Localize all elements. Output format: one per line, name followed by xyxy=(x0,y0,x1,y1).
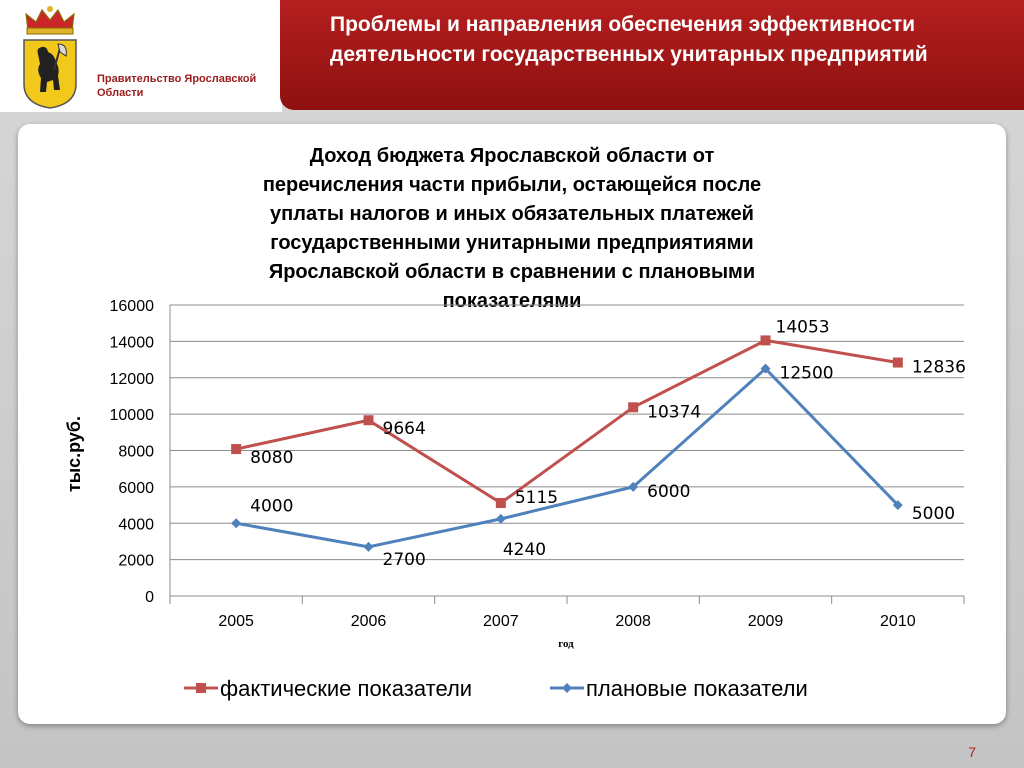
data-point-marker xyxy=(760,335,771,346)
y-tick-label: 16000 xyxy=(110,298,155,315)
data-point-marker xyxy=(363,415,374,426)
data-label: 4240 xyxy=(503,540,546,560)
x-tick-label: 2007 xyxy=(483,613,519,630)
y-tick-label: 8000 xyxy=(118,444,154,461)
x-tick-label: 2005 xyxy=(218,613,254,630)
chart-series xyxy=(231,335,903,552)
data-label: 12500 xyxy=(780,364,834,384)
data-point-marker xyxy=(628,481,639,492)
chart-legend: фактические показатели плановые показател… xyxy=(184,676,808,701)
data-point-marker xyxy=(363,541,374,552)
y-tick-label: 0 xyxy=(145,589,154,606)
data-label: 8080 xyxy=(250,448,293,468)
data-point-marker xyxy=(495,497,506,508)
header-left-panel: Правительство Ярославской Области xyxy=(0,0,282,112)
y-tick-label: 4000 xyxy=(118,516,154,533)
coat-of-arms-logo xyxy=(14,4,86,110)
data-label: 4000 xyxy=(250,496,293,516)
data-label: 9664 xyxy=(383,419,426,439)
chart-axes: 0 2000 4000 6000 8000 10000 12000 14000 16000 200… xyxy=(110,298,965,630)
data-point-marker xyxy=(892,500,903,511)
org-name: Правительство Ярославской Области xyxy=(97,73,257,99)
y-tick-label: 12000 xyxy=(110,371,155,388)
legend-entry-label: фактические показатели xyxy=(220,676,472,701)
x-tick-label: 2009 xyxy=(748,613,784,630)
series-line xyxy=(235,338,899,505)
y-tick-label: 2000 xyxy=(118,553,154,570)
x-tick-label: 2010 xyxy=(880,613,916,630)
data-point-marker xyxy=(495,513,506,524)
data-label: 6000 xyxy=(647,482,690,502)
chart-card: Доход бюджета Ярославской области от пере… xyxy=(18,124,1006,724)
x-tick-label: 2008 xyxy=(615,613,651,630)
data-label: 10374 xyxy=(647,402,701,422)
slide-title: Проблемы и направления обеспечения эффек… xyxy=(330,13,928,66)
data-point-marker xyxy=(231,444,242,455)
data-point-marker xyxy=(628,402,639,413)
data-point-marker xyxy=(892,357,903,368)
series-line xyxy=(235,367,899,549)
page-number: 7 xyxy=(968,744,976,760)
chart-data-labels: 8080 9664 5115 10374 14053 12836 4000 2700 4240 6… xyxy=(250,317,966,569)
y-tick-label: 10000 xyxy=(110,407,155,424)
line-chart: Доход бюджета Ярославской области от пере… xyxy=(64,145,966,701)
data-point-marker xyxy=(231,518,242,529)
x-tick-label: 2006 xyxy=(351,613,387,630)
data-label: 5115 xyxy=(515,488,558,508)
data-label: 14053 xyxy=(776,317,830,337)
y-tick-label: 14000 xyxy=(110,334,155,351)
x-axis-title: год xyxy=(558,638,574,650)
y-tick-label: 6000 xyxy=(118,480,154,497)
header-banner: Проблемы и направления обеспечения эффек… xyxy=(280,0,1024,110)
legend-entry-label: плановые показатели xyxy=(586,676,808,701)
data-label: 5000 xyxy=(912,504,955,524)
y-axis-title: тыс.руб. xyxy=(64,416,84,492)
legend-swatch-marker xyxy=(562,683,572,693)
data-label: 12836 xyxy=(912,358,966,378)
legend-swatch-marker xyxy=(196,683,206,693)
data-label: 2700 xyxy=(383,550,426,570)
chart-title: Доход бюджета Ярославской области от пере… xyxy=(263,145,761,312)
data-point-marker xyxy=(760,363,771,374)
